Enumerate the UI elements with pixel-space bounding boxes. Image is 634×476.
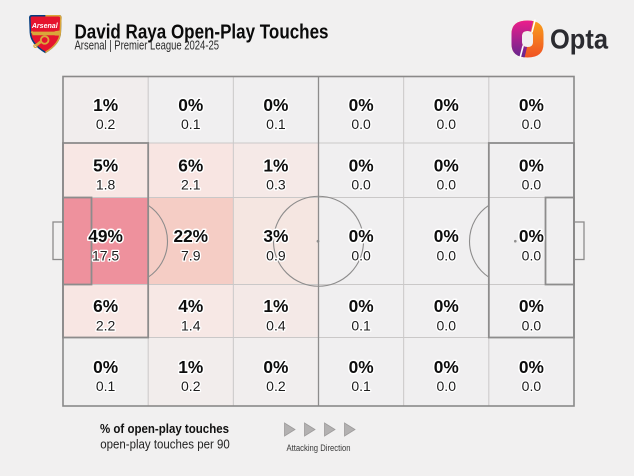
svg-text:Arsenal | Premier League 2024-: Arsenal | Premier League 2024-25	[75, 39, 220, 53]
svg-text:0.0: 0.0	[522, 116, 542, 132]
svg-text:0.1: 0.1	[266, 116, 286, 132]
svg-text:0%: 0%	[434, 296, 459, 316]
svg-text:0%: 0%	[349, 357, 374, 377]
svg-text:2.2: 2.2	[96, 317, 116, 333]
svg-text:0.0: 0.0	[522, 247, 542, 263]
svg-text:% of open-play touches: % of open-play touches	[100, 421, 229, 436]
svg-text:open-play touches per 90: open-play touches per 90	[100, 437, 230, 452]
svg-text:1%: 1%	[178, 357, 203, 377]
svg-text:1.4: 1.4	[181, 317, 201, 333]
svg-text:0%: 0%	[349, 296, 374, 316]
svg-text:David Raya Open-Play Touches: David Raya Open-Play Touches	[75, 21, 329, 44]
svg-text:0%: 0%	[263, 95, 288, 115]
svg-text:0.2: 0.2	[181, 378, 201, 394]
svg-text:6%: 6%	[178, 155, 203, 175]
svg-text:7.9: 7.9	[181, 247, 201, 263]
svg-text:0%: 0%	[519, 296, 544, 316]
svg-text:4%: 4%	[178, 296, 203, 316]
svg-text:0.2: 0.2	[96, 116, 116, 132]
svg-text:2.1: 2.1	[181, 177, 201, 193]
svg-text:0%: 0%	[519, 95, 544, 115]
svg-text:0%: 0%	[434, 95, 459, 115]
svg-text:0.0: 0.0	[522, 378, 542, 394]
svg-text:0%: 0%	[349, 226, 374, 246]
svg-text:0.0: 0.0	[437, 177, 457, 193]
svg-text:Opta: Opta	[550, 23, 609, 54]
svg-text:0.9: 0.9	[266, 247, 286, 263]
svg-text:5%: 5%	[93, 155, 118, 175]
svg-text:1%: 1%	[263, 296, 288, 316]
svg-text:0.4: 0.4	[266, 317, 286, 333]
svg-text:22%: 22%	[173, 226, 208, 246]
svg-text:0.0: 0.0	[351, 247, 371, 263]
svg-text:0%: 0%	[519, 226, 544, 246]
svg-text:0.1: 0.1	[181, 116, 201, 132]
svg-text:0.0: 0.0	[437, 116, 457, 132]
svg-text:0.0: 0.0	[522, 177, 542, 193]
svg-text:1%: 1%	[93, 95, 118, 115]
svg-text:0.0: 0.0	[522, 317, 542, 333]
svg-text:17.5: 17.5	[92, 247, 119, 263]
svg-text:0.0: 0.0	[437, 317, 457, 333]
svg-text:6%: 6%	[93, 296, 118, 316]
svg-text:0.1: 0.1	[96, 378, 116, 394]
svg-text:0%: 0%	[349, 95, 374, 115]
svg-text:0.0: 0.0	[437, 378, 457, 394]
svg-text:Attacking Direction: Attacking Direction	[287, 443, 351, 453]
svg-text:49%: 49%	[88, 226, 123, 246]
svg-text:0%: 0%	[519, 155, 544, 175]
svg-text:0%: 0%	[178, 95, 203, 115]
svg-text:0.1: 0.1	[351, 317, 371, 333]
svg-text:0.0: 0.0	[437, 247, 457, 263]
svg-text:0.0: 0.0	[351, 177, 371, 193]
svg-text:0.0: 0.0	[351, 116, 371, 132]
svg-text:0.2: 0.2	[266, 378, 286, 394]
svg-text:0.3: 0.3	[266, 177, 286, 193]
svg-text:0.1: 0.1	[351, 378, 371, 394]
svg-text:0%: 0%	[434, 155, 459, 175]
svg-text:1.8: 1.8	[96, 177, 116, 193]
svg-text:0%: 0%	[93, 357, 118, 377]
svg-text:3%: 3%	[263, 226, 288, 246]
svg-text:1%: 1%	[263, 155, 288, 175]
svg-text:0%: 0%	[263, 357, 288, 377]
svg-text:0%: 0%	[434, 226, 459, 246]
svg-text:0%: 0%	[434, 357, 459, 377]
svg-text:Arsenal: Arsenal	[31, 21, 59, 30]
svg-text:0%: 0%	[519, 357, 544, 377]
svg-text:0%: 0%	[349, 155, 374, 175]
